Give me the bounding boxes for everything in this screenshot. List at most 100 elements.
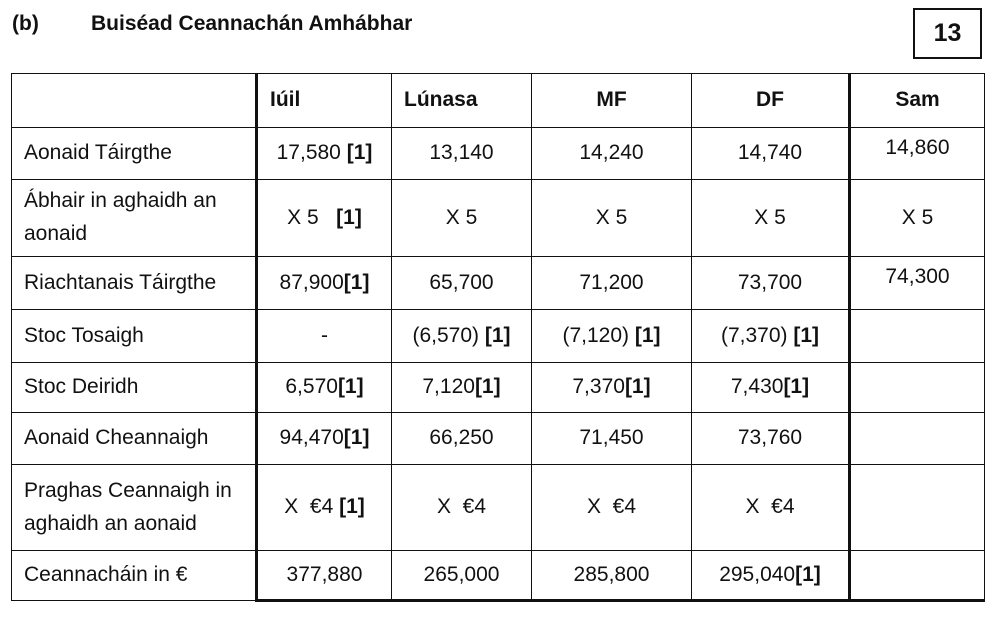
table-cell: X €4 bbox=[691, 464, 850, 551]
table-cell: 265,000 bbox=[391, 550, 532, 602]
table-cell bbox=[848, 362, 985, 413]
column-header: DF bbox=[691, 73, 850, 128]
cell-value: 73,700 bbox=[737, 270, 803, 294]
table-cell: 74,300 bbox=[848, 256, 985, 310]
cell-value: 7,120 bbox=[422, 375, 475, 399]
cell-value: 87,900 bbox=[279, 270, 344, 294]
header-row: Iúil Lúnasa MF DF Sam bbox=[11, 73, 985, 128]
mark-badge: [1] bbox=[343, 426, 370, 450]
row-label: Stoc Tosaigh bbox=[11, 309, 257, 363]
cell-value: X €4 bbox=[284, 495, 340, 519]
table-cell: 14,740 bbox=[691, 127, 850, 180]
purchases-budget-table: Iúil Lúnasa MF DF Sam Aonaid Táirgthe 17,… bbox=[11, 73, 985, 602]
row-label: Aonaid Cheannaigh bbox=[11, 412, 257, 465]
mark-badge: [1] bbox=[783, 375, 810, 399]
row-label: Aonaid Táirgthe bbox=[11, 127, 257, 180]
cell-value: 14,860 bbox=[885, 136, 950, 159]
row-label: Stoc Deiridh bbox=[11, 362, 257, 413]
cell-value: X 5 bbox=[445, 205, 478, 229]
column-header: Sam bbox=[848, 73, 985, 128]
column-header: Lúnasa bbox=[391, 73, 532, 128]
cell-value: 71,200 bbox=[579, 270, 644, 294]
table-cell: (7,120) [1] bbox=[531, 309, 692, 363]
table-cell: 71,450 bbox=[531, 412, 692, 465]
cell-value: 14,240 bbox=[579, 141, 644, 165]
table-cell: 17,580 [1] bbox=[255, 127, 392, 180]
cell-value: X 5 bbox=[595, 205, 628, 229]
mark-badge: [1] bbox=[343, 270, 370, 294]
row-label: Riachtanais Táirgthe bbox=[11, 256, 257, 310]
cell-value: 7,370 bbox=[572, 375, 625, 399]
cell-value: 6,570 bbox=[285, 375, 338, 399]
table-cell: 71,200 bbox=[531, 256, 692, 310]
cell-value: X €4 bbox=[586, 495, 637, 519]
cell-value: X €4 bbox=[745, 495, 795, 519]
table-cell: - bbox=[255, 309, 392, 363]
cell-value: 14,740 bbox=[737, 141, 803, 165]
table-cell: 7,430[1] bbox=[691, 362, 850, 413]
table-cell: 7,120[1] bbox=[391, 362, 532, 413]
cell-value: 295,040 bbox=[719, 562, 796, 586]
table-cell: 66,250 bbox=[391, 412, 532, 465]
cell-value: 74,300 bbox=[885, 265, 950, 288]
table-cell bbox=[848, 550, 985, 602]
table-cell: 285,800 bbox=[531, 550, 692, 602]
row-label: Ábhair in aghaidh an aonaid bbox=[11, 179, 257, 257]
table-cell: 377,880 bbox=[255, 550, 392, 602]
cell-value: X 5 bbox=[287, 205, 337, 229]
table-cell: 14,860 bbox=[848, 127, 985, 180]
row-label: Praghas Ceannaigh in aghaidh an aonaid bbox=[11, 464, 257, 551]
table-row: Ceannacháin in € 377,880 265,000 285,800 295… bbox=[11, 550, 985, 602]
mark-badge: [1] bbox=[346, 141, 373, 165]
cell-value: 17,580 bbox=[276, 141, 347, 165]
cell-value: 71,450 bbox=[579, 426, 644, 450]
table-cell: 87,900[1] bbox=[255, 256, 392, 310]
table-cell: X 5 [1] bbox=[255, 179, 392, 257]
table-row: Stoc Deiridh 6,570[1] 7,120[1] 7,370[1] 7,43… bbox=[11, 362, 985, 413]
table-row: Praghas Ceannaigh in aghaidh an aonaid X … bbox=[11, 464, 985, 551]
marks-value: 13 bbox=[933, 19, 962, 47]
cell-value: 66,250 bbox=[429, 426, 494, 450]
cell-value: (6,570) bbox=[412, 323, 485, 347]
table-cell: 14,240 bbox=[531, 127, 692, 180]
mark-badge: [1] bbox=[634, 323, 661, 347]
table-cell: (6,570) [1] bbox=[391, 309, 532, 363]
cell-value: 73,760 bbox=[737, 426, 803, 450]
cell-value: X 5 bbox=[754, 205, 786, 229]
table-cell: 73,700 bbox=[691, 256, 850, 310]
table-cell: X 5 bbox=[531, 179, 692, 257]
table-row: Stoc Tosaigh - (6,570) [1] (7,120) [1] (7,37… bbox=[11, 309, 985, 363]
table-cell: X 5 bbox=[391, 179, 532, 257]
table-cell: 73,760 bbox=[691, 412, 850, 465]
table-cell: 65,700 bbox=[391, 256, 532, 310]
cell-value: 285,800 bbox=[573, 562, 650, 586]
page-title: Buiséad Ceannachán Amhábhar bbox=[91, 12, 413, 35]
table-cell: X 5 bbox=[848, 179, 985, 257]
cell-value: 377,880 bbox=[286, 562, 363, 586]
table-cell bbox=[848, 412, 985, 465]
cell-value: (7,370) bbox=[720, 323, 794, 347]
table-cell bbox=[848, 464, 985, 551]
cell-value: X €4 bbox=[436, 495, 487, 519]
cell-value: 13,140 bbox=[429, 141, 494, 165]
cell-value: X 5 bbox=[901, 205, 934, 229]
table-cell: 94,470[1] bbox=[255, 412, 392, 465]
cell-value: 265,000 bbox=[423, 562, 500, 586]
table-cell: X €4 [1] bbox=[255, 464, 392, 551]
mark-badge: [1] bbox=[337, 375, 364, 399]
table-cell: 13,140 bbox=[391, 127, 532, 180]
mark-badge: [1] bbox=[484, 323, 511, 347]
table-cell: 6,570[1] bbox=[255, 362, 392, 413]
mark-badge: [1] bbox=[624, 375, 651, 399]
cell-value: 65,700 bbox=[429, 270, 494, 294]
table-row: Riachtanais Táirgthe 87,900[1] 65,700 71,20… bbox=[11, 256, 985, 310]
marks-box: 13 bbox=[913, 8, 982, 59]
table-cell bbox=[848, 309, 985, 363]
header-corner bbox=[11, 73, 257, 128]
mark-badge: [1] bbox=[795, 562, 821, 586]
column-header: MF bbox=[531, 73, 692, 128]
table-cell: 295,040[1] bbox=[691, 550, 850, 602]
table-row: Aonaid Cheannaigh 94,470[1] 66,250 71,450 73… bbox=[11, 412, 985, 465]
table-cell: 7,370[1] bbox=[531, 362, 692, 413]
